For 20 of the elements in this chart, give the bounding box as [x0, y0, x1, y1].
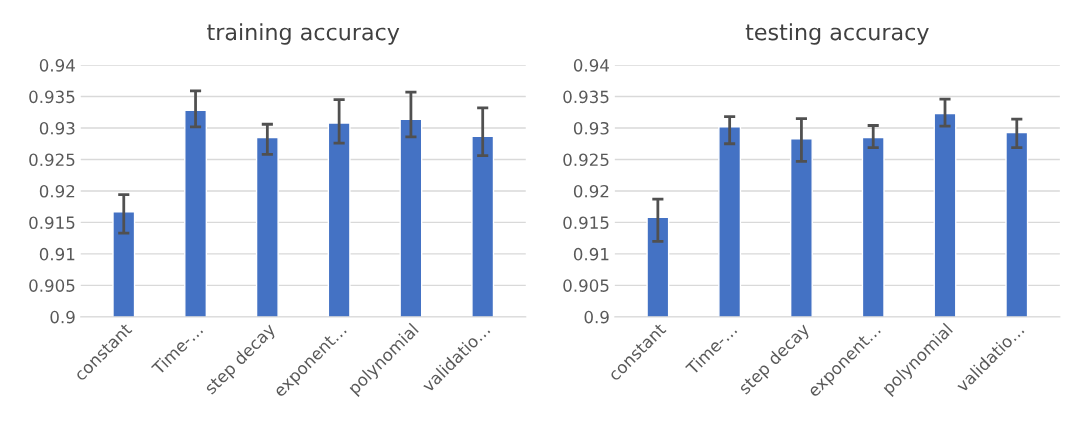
y-tick-label: 0.915 [563, 216, 609, 229]
y-tick-label: 0.915 [29, 216, 75, 229]
y-tick-label: 0.93 [39, 121, 75, 135]
y-tick-label: 0.92 [39, 184, 75, 198]
y-tick-label: 0.9 [584, 310, 609, 324]
y-tick-label: 0.93 [573, 121, 609, 135]
y-tick-label: 0.91 [573, 247, 609, 261]
y-tick-label: 0.935 [29, 90, 75, 104]
y-tick-label: 0.94 [573, 59, 609, 72]
y-tick-label: 0.92 [573, 184, 609, 198]
y-tick-label: 0.905 [563, 279, 609, 292]
chart-title: testing accuracy [745, 23, 929, 45]
y-tick-label: 0.935 [563, 90, 609, 104]
y-tick-label: 0.94 [39, 59, 75, 72]
y-tick-label: 0.925 [29, 153, 75, 167]
y-tick-label: 0.905 [29, 279, 75, 292]
y-tick-label: 0.9 [50, 310, 75, 324]
y-tick-label: 0.925 [563, 153, 609, 167]
y-tick-label: 0.91 [39, 247, 75, 261]
chart-title: training accuracy [207, 23, 400, 45]
